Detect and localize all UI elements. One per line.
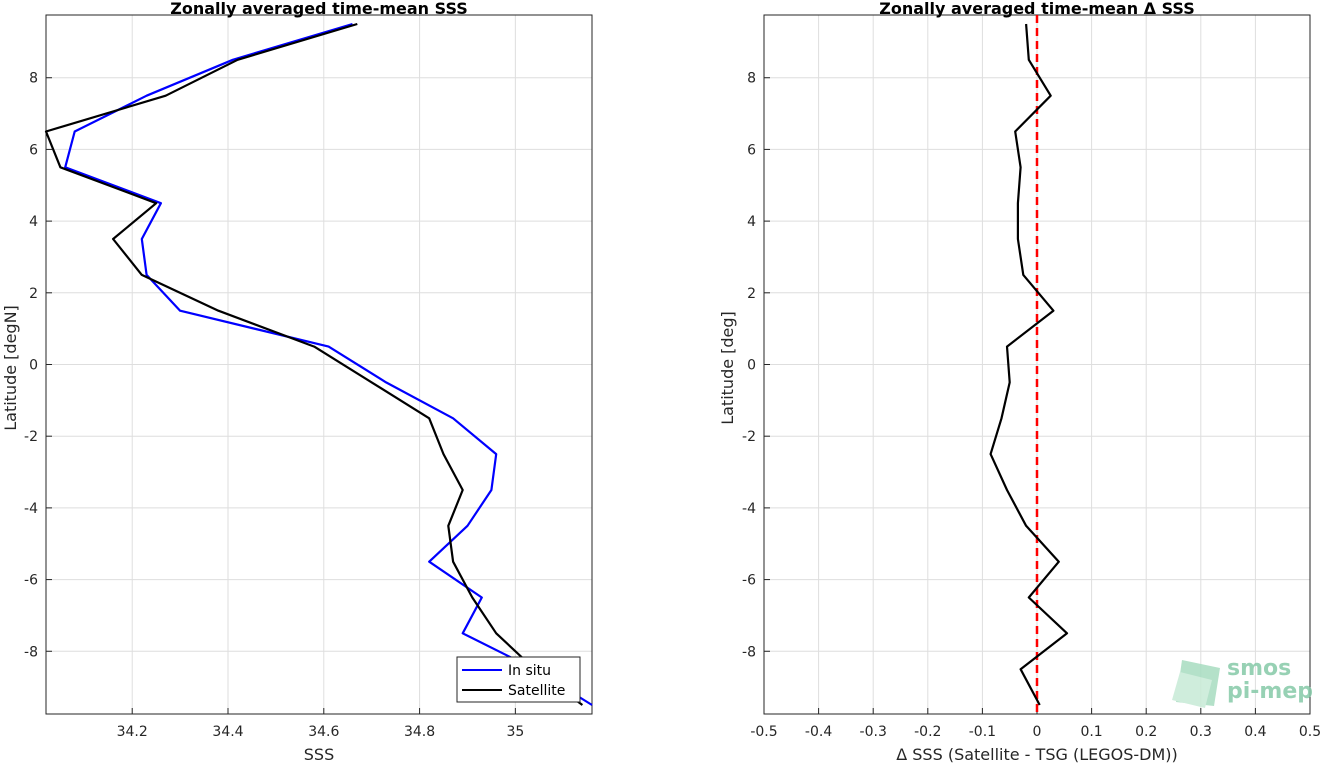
sss-x-tick-label: 34.4	[212, 724, 243, 740]
delta-x-tick-label: 0.5	[1299, 724, 1321, 740]
logo-text-pimep: pi-mep	[1227, 679, 1313, 704]
delta-y-tick-label: 0	[747, 358, 756, 374]
sss-grid	[46, 15, 592, 714]
delta-title: Zonally averaged time-mean Δ SSS	[879, 0, 1195, 18]
delta-y-tick-label: 8	[747, 71, 756, 87]
delta-y-tick-label: 4	[747, 214, 756, 230]
delta-y-tick-label: 6	[747, 142, 756, 158]
delta-y-tick-label: 2	[747, 286, 756, 302]
delta-x-tick-label: -0.3	[860, 724, 887, 740]
sss-y-tick-label: -4	[24, 501, 38, 517]
delta-y-label: Latitude [deg]	[718, 311, 737, 425]
sss-y-tick-label: -8	[24, 644, 38, 660]
smos-pi-mep-logo: smos pi-mep	[1172, 656, 1313, 708]
legend-label-in-situ: In situ	[508, 663, 551, 679]
sss-series-line-in-situ	[64, 22, 593, 706]
delta-x-tick-label: 0.2	[1135, 724, 1157, 740]
sss-y-tick-label: 6	[29, 142, 38, 158]
delta-series-line-delta	[989, 23, 1069, 706]
sss-legend: In situ Satellite	[456, 656, 581, 703]
sss-x-label: SSS	[304, 745, 334, 764]
delta-sss-panel: -0.5 -0.4 -0.3 -0.2 -0.1 0 0.1 0.2 0.3 0.4 0.5 -8 -6…	[718, 0, 1321, 764]
delta-x-tick-label: -0.5	[750, 724, 777, 740]
sss-y-tick-label: -6	[24, 573, 38, 589]
sss-series-line-satellite	[44, 22, 584, 706]
sss-y-label: Latitude [degN]	[1, 305, 20, 431]
delta-x-tick-label: -0.4	[805, 724, 832, 740]
sss-y-tick-label: 2	[29, 286, 38, 302]
delta-x-tick-label: 0.1	[1080, 724, 1102, 740]
sss-title: Zonally averaged time-mean SSS	[170, 0, 468, 18]
delta-x-tick-label: -0.1	[969, 724, 996, 740]
sss-x-tick-label: 34.2	[117, 724, 148, 740]
delta-y-tick-label: -6	[742, 573, 756, 589]
logo-swatch-front	[1172, 672, 1212, 708]
sss-y-tick-label: 8	[29, 71, 38, 87]
sss-y-tick-label: 0	[29, 358, 38, 374]
sss-series	[44, 22, 593, 706]
logo-text-smos: smos	[1227, 656, 1291, 681]
delta-y-tick-label: -8	[742, 644, 756, 660]
legend-box	[456, 656, 581, 703]
delta-y-tick-label: -4	[742, 501, 756, 517]
delta-x-tick-label: 0.3	[1190, 724, 1212, 740]
delta-y-tick-label: -2	[742, 429, 756, 445]
sss-x-tick-label: 35	[506, 724, 524, 740]
delta-x-tick-label: -0.2	[914, 724, 941, 740]
sss-x-tick-label: 34.8	[404, 724, 435, 740]
delta-ticks: -0.5 -0.4 -0.3 -0.2 -0.1 0 0.1 0.2 0.3 0.4 0.5 -8 -6…	[742, 71, 1321, 740]
delta-series	[989, 15, 1069, 714]
sss-ticks: 34.2 34.4 34.6 34.8 35 -8 -6 -4 -2 0 2 4 6 8	[24, 71, 524, 740]
sss-y-tick-label: 4	[29, 214, 38, 230]
sss-x-tick-label: 34.6	[308, 724, 339, 740]
delta-x-label: Δ SSS (Satellite - TSG (LEGOS-DM))	[896, 745, 1178, 764]
sss-y-tick-label: -2	[24, 429, 38, 445]
delta-x-tick-label: 0.4	[1244, 724, 1266, 740]
sss-panel: 34.2 34.4 34.6 34.8 35 -8 -6 -4 -2 0 2 4 6 8 Zonally …	[1, 0, 593, 764]
legend-label-satellite: Satellite	[508, 683, 565, 699]
delta-x-tick-label: 0	[1033, 724, 1042, 740]
